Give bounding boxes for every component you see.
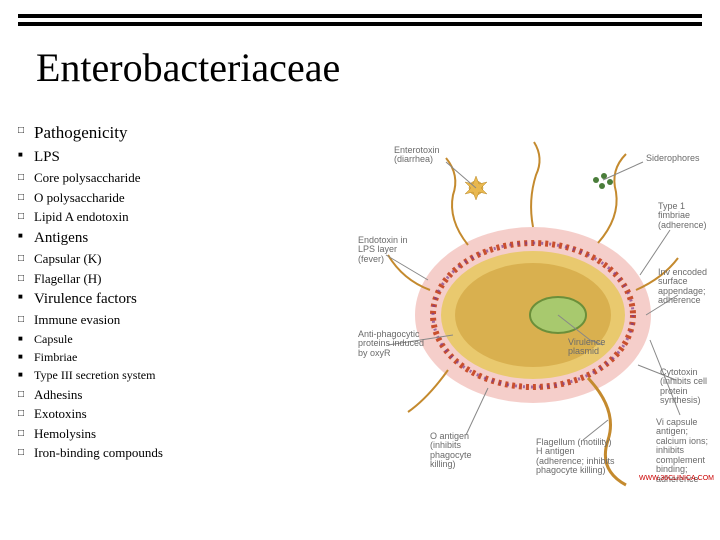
item-lipida: □ Lipid A endotoxin [18, 208, 348, 226]
item-virulence: ■ Virulence factors [18, 289, 348, 309]
watermark: WWW.36CLINICA.COM [639, 475, 714, 482]
outline: □ Pathogenicity ■ LPS □ Core polysacchar… [18, 120, 348, 464]
text-immune: Immune evasion [34, 311, 120, 329]
bullet-solid-square-icon: ■ [18, 352, 34, 363]
bullet-hollow-square-icon: □ [18, 272, 34, 286]
item-ironbind: □ Iron-binding compounds [18, 444, 348, 462]
bullet-solid-square-icon: ■ [18, 150, 34, 161]
label-enterotoxin: Enterotoxin (diarrhea) [394, 146, 464, 165]
text-t3ss: Type III secretion system [34, 367, 155, 383]
text-core: Core polysaccharide [34, 169, 140, 187]
item-fimbriae: ■ Fimbriae [18, 349, 348, 365]
page-title: Enterobacteriaceae [36, 44, 340, 91]
label-inv-appendage: Inv encoded surface appendage; adherence [658, 268, 718, 306]
bullet-hollow-square-icon: □ [18, 252, 34, 266]
bullet-hollow-square-icon: □ [18, 210, 34, 224]
bullet-solid-square-icon: ■ [18, 231, 34, 242]
bullet-hollow-square-icon: □ [18, 407, 34, 421]
item-t3ss: ■ Type III secretion system [18, 367, 348, 383]
item-antigens: ■ Antigens [18, 228, 348, 248]
item-capsule: ■ Capsule [18, 331, 348, 347]
item-pathogenicity: □ Pathogenicity [18, 122, 348, 145]
item-core: □ Core polysaccharide [18, 169, 348, 187]
label-siderophores: Siderophores [646, 154, 706, 163]
text-lps: LPS [34, 147, 60, 167]
text-virulence: Virulence factors [34, 289, 137, 309]
title-rule-2 [18, 22, 702, 26]
text-hemolysins: Hemolysins [34, 425, 96, 443]
text-antigens: Antigens [34, 228, 88, 248]
bullet-hollow-square-icon: □ [18, 171, 34, 185]
bullet-hollow-square-icon: □ [18, 191, 34, 205]
text-capsular: Capsular (K) [34, 250, 102, 268]
text-pathogenicity: Pathogenicity [34, 122, 127, 145]
bullet-hollow-square-icon: □ [18, 124, 34, 138]
item-exotoxins: □ Exotoxins [18, 405, 348, 423]
label-virulence-plasmid: Virulence plasmid [568, 338, 616, 357]
text-opoly: O polysaccharide [34, 189, 125, 207]
bacterium-diagram: Enterotoxin (diarrhea) Siderophores Type… [358, 140, 708, 490]
text-exotoxins: Exotoxins [34, 405, 87, 423]
bullet-hollow-square-icon: □ [18, 427, 34, 441]
text-ironbind: Iron-binding compounds [34, 444, 163, 462]
label-type1-fimbriae: Type 1 fimbriae (adherence) [658, 202, 714, 230]
label-cytotoxin: Cytotoxin (inhibits cell protein synthes… [660, 368, 716, 406]
bullet-solid-square-icon: ■ [18, 292, 34, 303]
label-flagellum: Flagellum (motility) H antigen (adherenc… [536, 438, 616, 476]
label-o-antigen: O antigen (inhibits phagocyte killing) [430, 432, 498, 470]
label-antiphago: Anti-phagocytic proteins induced by oxyR [358, 330, 430, 358]
item-hemolysins: □ Hemolysins [18, 425, 348, 443]
text-adhesins: Adhesins [34, 386, 82, 404]
text-capsule: Capsule [34, 331, 73, 347]
bullet-hollow-square-icon: □ [18, 446, 34, 460]
bullet-solid-square-icon: ■ [18, 334, 34, 345]
item-flagellar: □ Flagellar (H) [18, 270, 348, 288]
bullet-hollow-square-icon: □ [18, 313, 34, 327]
label-endotoxin-lps: Endotoxin in LPS layer (fever) [358, 236, 418, 264]
bullet-solid-square-icon: ■ [18, 370, 34, 381]
item-immune: □ Immune evasion [18, 311, 348, 329]
item-capsular: □ Capsular (K) [18, 250, 348, 268]
item-opoly: □ O polysaccharide [18, 189, 348, 207]
text-flagellar: Flagellar (H) [34, 270, 102, 288]
bullet-hollow-square-icon: □ [18, 388, 34, 402]
item-adhesins: □ Adhesins [18, 386, 348, 404]
text-fimbriae: Fimbriae [34, 349, 77, 365]
item-lps: ■ LPS [18, 147, 348, 167]
title-rule-1 [18, 14, 702, 18]
text-lipida: Lipid A endotoxin [34, 208, 129, 226]
